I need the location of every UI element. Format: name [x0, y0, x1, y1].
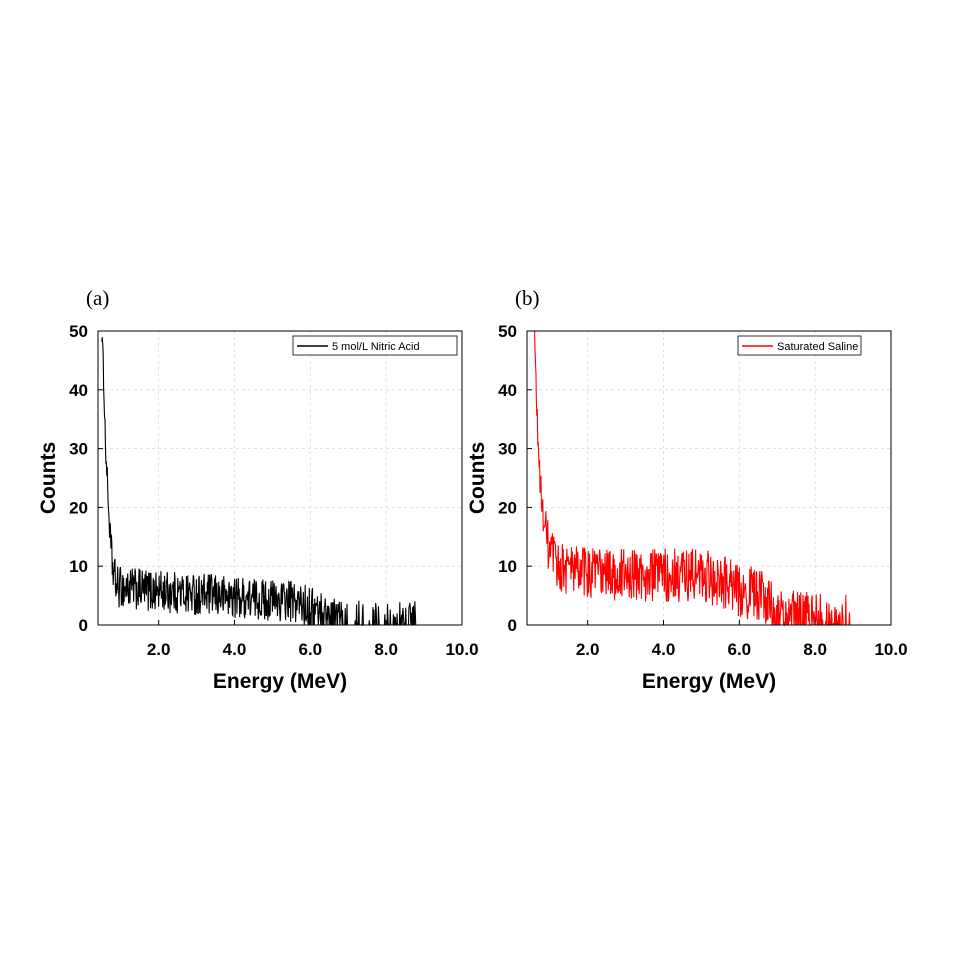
- y-tick-label: 10: [69, 557, 88, 576]
- legend: 5 mol/L Nitric Acid: [292, 335, 458, 356]
- x-axis-ticks: 2.0 4.0 6.0 8.0 10.0: [576, 620, 908, 659]
- series-line: [534, 330, 891, 627]
- x-tick-label: 6.0: [299, 640, 323, 659]
- plot-frame: [526, 330, 892, 626]
- y-tick-label: 40: [498, 381, 517, 400]
- y-tick-label: 0: [508, 616, 517, 635]
- plot-frame: [97, 330, 463, 626]
- x-axis-title: Energy (MeV): [642, 670, 776, 693]
- y-tick-label: 20: [69, 498, 88, 517]
- x-axis-ticks: 2.0 4.0 6.0 8.0 10.0: [147, 620, 479, 659]
- y-tick-label: 50: [69, 322, 88, 341]
- y-axis-ticks: 0 10 20 30 40 50: [69, 322, 103, 635]
- chart-panel-b: (b) 2.0 4.0 6.0 8.0 10.0 0 10 20 30 40 50 Energy …: [466, 286, 908, 693]
- legend: Saturated Saline: [737, 335, 862, 356]
- x-tick-label: 2.0: [576, 640, 600, 659]
- chart-panel-a: (a) 2.0 4.0 6.0 8.0 10.0 0 10 20 30 40 50 Energy …: [37, 286, 479, 693]
- y-tick-label: 50: [498, 322, 517, 341]
- y-axis-title: Counts: [466, 442, 489, 514]
- x-tick-label: 4.0: [652, 640, 676, 659]
- data-series: [534, 330, 891, 627]
- y-tick-label: 40: [69, 381, 88, 400]
- y-tick-label: 30: [498, 440, 517, 459]
- x-tick-label: 10.0: [874, 640, 907, 659]
- x-tick-label: 4.0: [223, 640, 247, 659]
- gridlines: [98, 331, 462, 625]
- legend-box: [292, 335, 458, 356]
- x-tick-label: 8.0: [374, 640, 398, 659]
- y-tick-label: 0: [79, 616, 88, 635]
- y-tick-label: 30: [69, 440, 88, 459]
- y-tick-label: 10: [498, 557, 517, 576]
- y-axis-title: Counts: [37, 442, 60, 514]
- x-tick-label: 10.0: [445, 640, 478, 659]
- legend-label: 5 mol/L Nitric Acid: [332, 341, 420, 353]
- x-tick-label: 2.0: [147, 640, 171, 659]
- x-axis-title: Energy (MeV): [213, 670, 347, 693]
- panel-label: (b): [515, 286, 540, 310]
- y-tick-label: 20: [498, 498, 517, 517]
- legend-label: Saturated Saline: [777, 341, 858, 353]
- panel-label: (a): [86, 286, 109, 310]
- legend-box: [737, 335, 862, 356]
- x-tick-label: 6.0: [728, 640, 752, 659]
- x-tick-label: 8.0: [803, 640, 827, 659]
- y-axis-ticks: 0 10 20 30 40 50: [498, 322, 532, 635]
